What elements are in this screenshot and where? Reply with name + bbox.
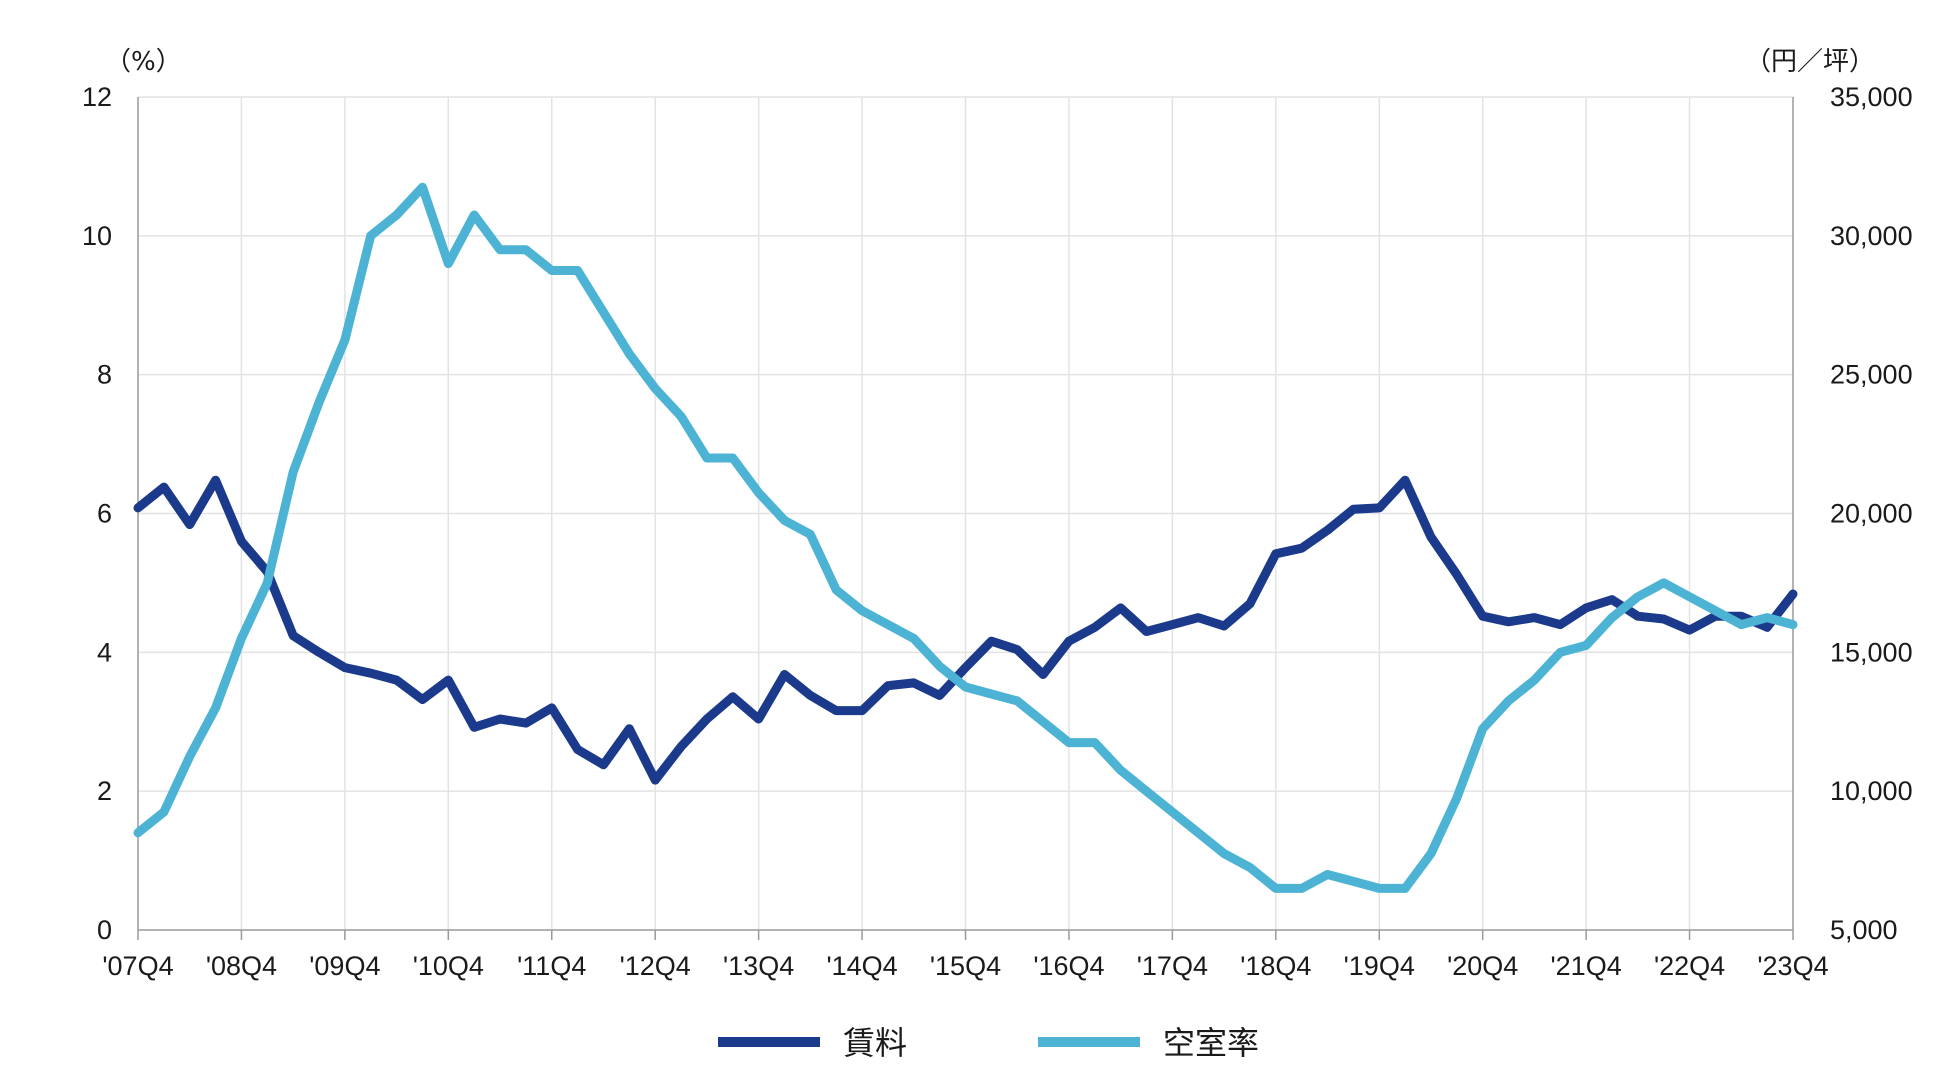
right-tick-label: 25,000 xyxy=(1830,360,1913,390)
left-tick-label: 10 xyxy=(82,221,112,251)
x-tick-label: '16Q4 xyxy=(1033,951,1104,981)
x-tick-label: '22Q4 xyxy=(1654,951,1725,981)
right-tick-label: 20,000 xyxy=(1830,499,1913,529)
right-tick-label: 15,000 xyxy=(1830,637,1913,667)
series-line-vacancy xyxy=(133,182,1798,893)
x-tick-label: '07Q4 xyxy=(102,951,173,981)
x-tick-label: '23Q4 xyxy=(1757,951,1828,981)
x-tick-label: '21Q4 xyxy=(1551,951,1622,981)
right-tick-label: 35,000 xyxy=(1830,82,1913,112)
left-tick-label: 0 xyxy=(97,915,112,945)
left-tick-label: 6 xyxy=(97,499,112,529)
right-axis-unit-label: （円／坪） xyxy=(1745,47,1875,77)
right-tick-label: 10,000 xyxy=(1830,776,1913,806)
x-tick-label: '12Q4 xyxy=(620,951,691,981)
axis-layer xyxy=(137,97,1794,940)
x-tick-label: '19Q4 xyxy=(1344,951,1415,981)
x-tick-label: '20Q4 xyxy=(1447,951,1518,981)
legend: 賃料 空室率 xyxy=(718,1024,1259,1062)
x-tick-label: '14Q4 xyxy=(826,951,897,981)
x-tick-label: '09Q4 xyxy=(309,951,380,981)
right-tick-label: 30,000 xyxy=(1830,221,1913,251)
right-tick-label: 5,000 xyxy=(1830,915,1898,945)
x-tick-label: '17Q4 xyxy=(1137,951,1208,981)
label-layer: 0 2 4 6 8 10 12 5,000 10,000 15,000 20,000 25,000 30… xyxy=(82,47,1913,981)
left-axis-unit-label: （%） xyxy=(105,47,182,77)
x-tick-label: '13Q4 xyxy=(723,951,794,981)
x-tick-label: '18Q4 xyxy=(1240,951,1311,981)
series-layer xyxy=(133,182,1798,893)
left-tick-label: 4 xyxy=(97,637,112,667)
x-tick-label: '08Q4 xyxy=(206,951,277,981)
grid-layer xyxy=(138,96,1793,930)
legend-label: 空室率 xyxy=(1163,1024,1259,1062)
left-tick-label: 2 xyxy=(97,776,112,806)
series-line-rent xyxy=(133,475,1798,785)
x-tick-label: '11Q4 xyxy=(517,951,586,981)
left-tick-label: 12 xyxy=(82,82,112,112)
left-tick-label: 8 xyxy=(97,360,112,390)
legend-label: 賃料 xyxy=(843,1024,907,1062)
x-tick-label: '10Q4 xyxy=(413,951,484,981)
x-tick-label: '15Q4 xyxy=(930,951,1001,981)
